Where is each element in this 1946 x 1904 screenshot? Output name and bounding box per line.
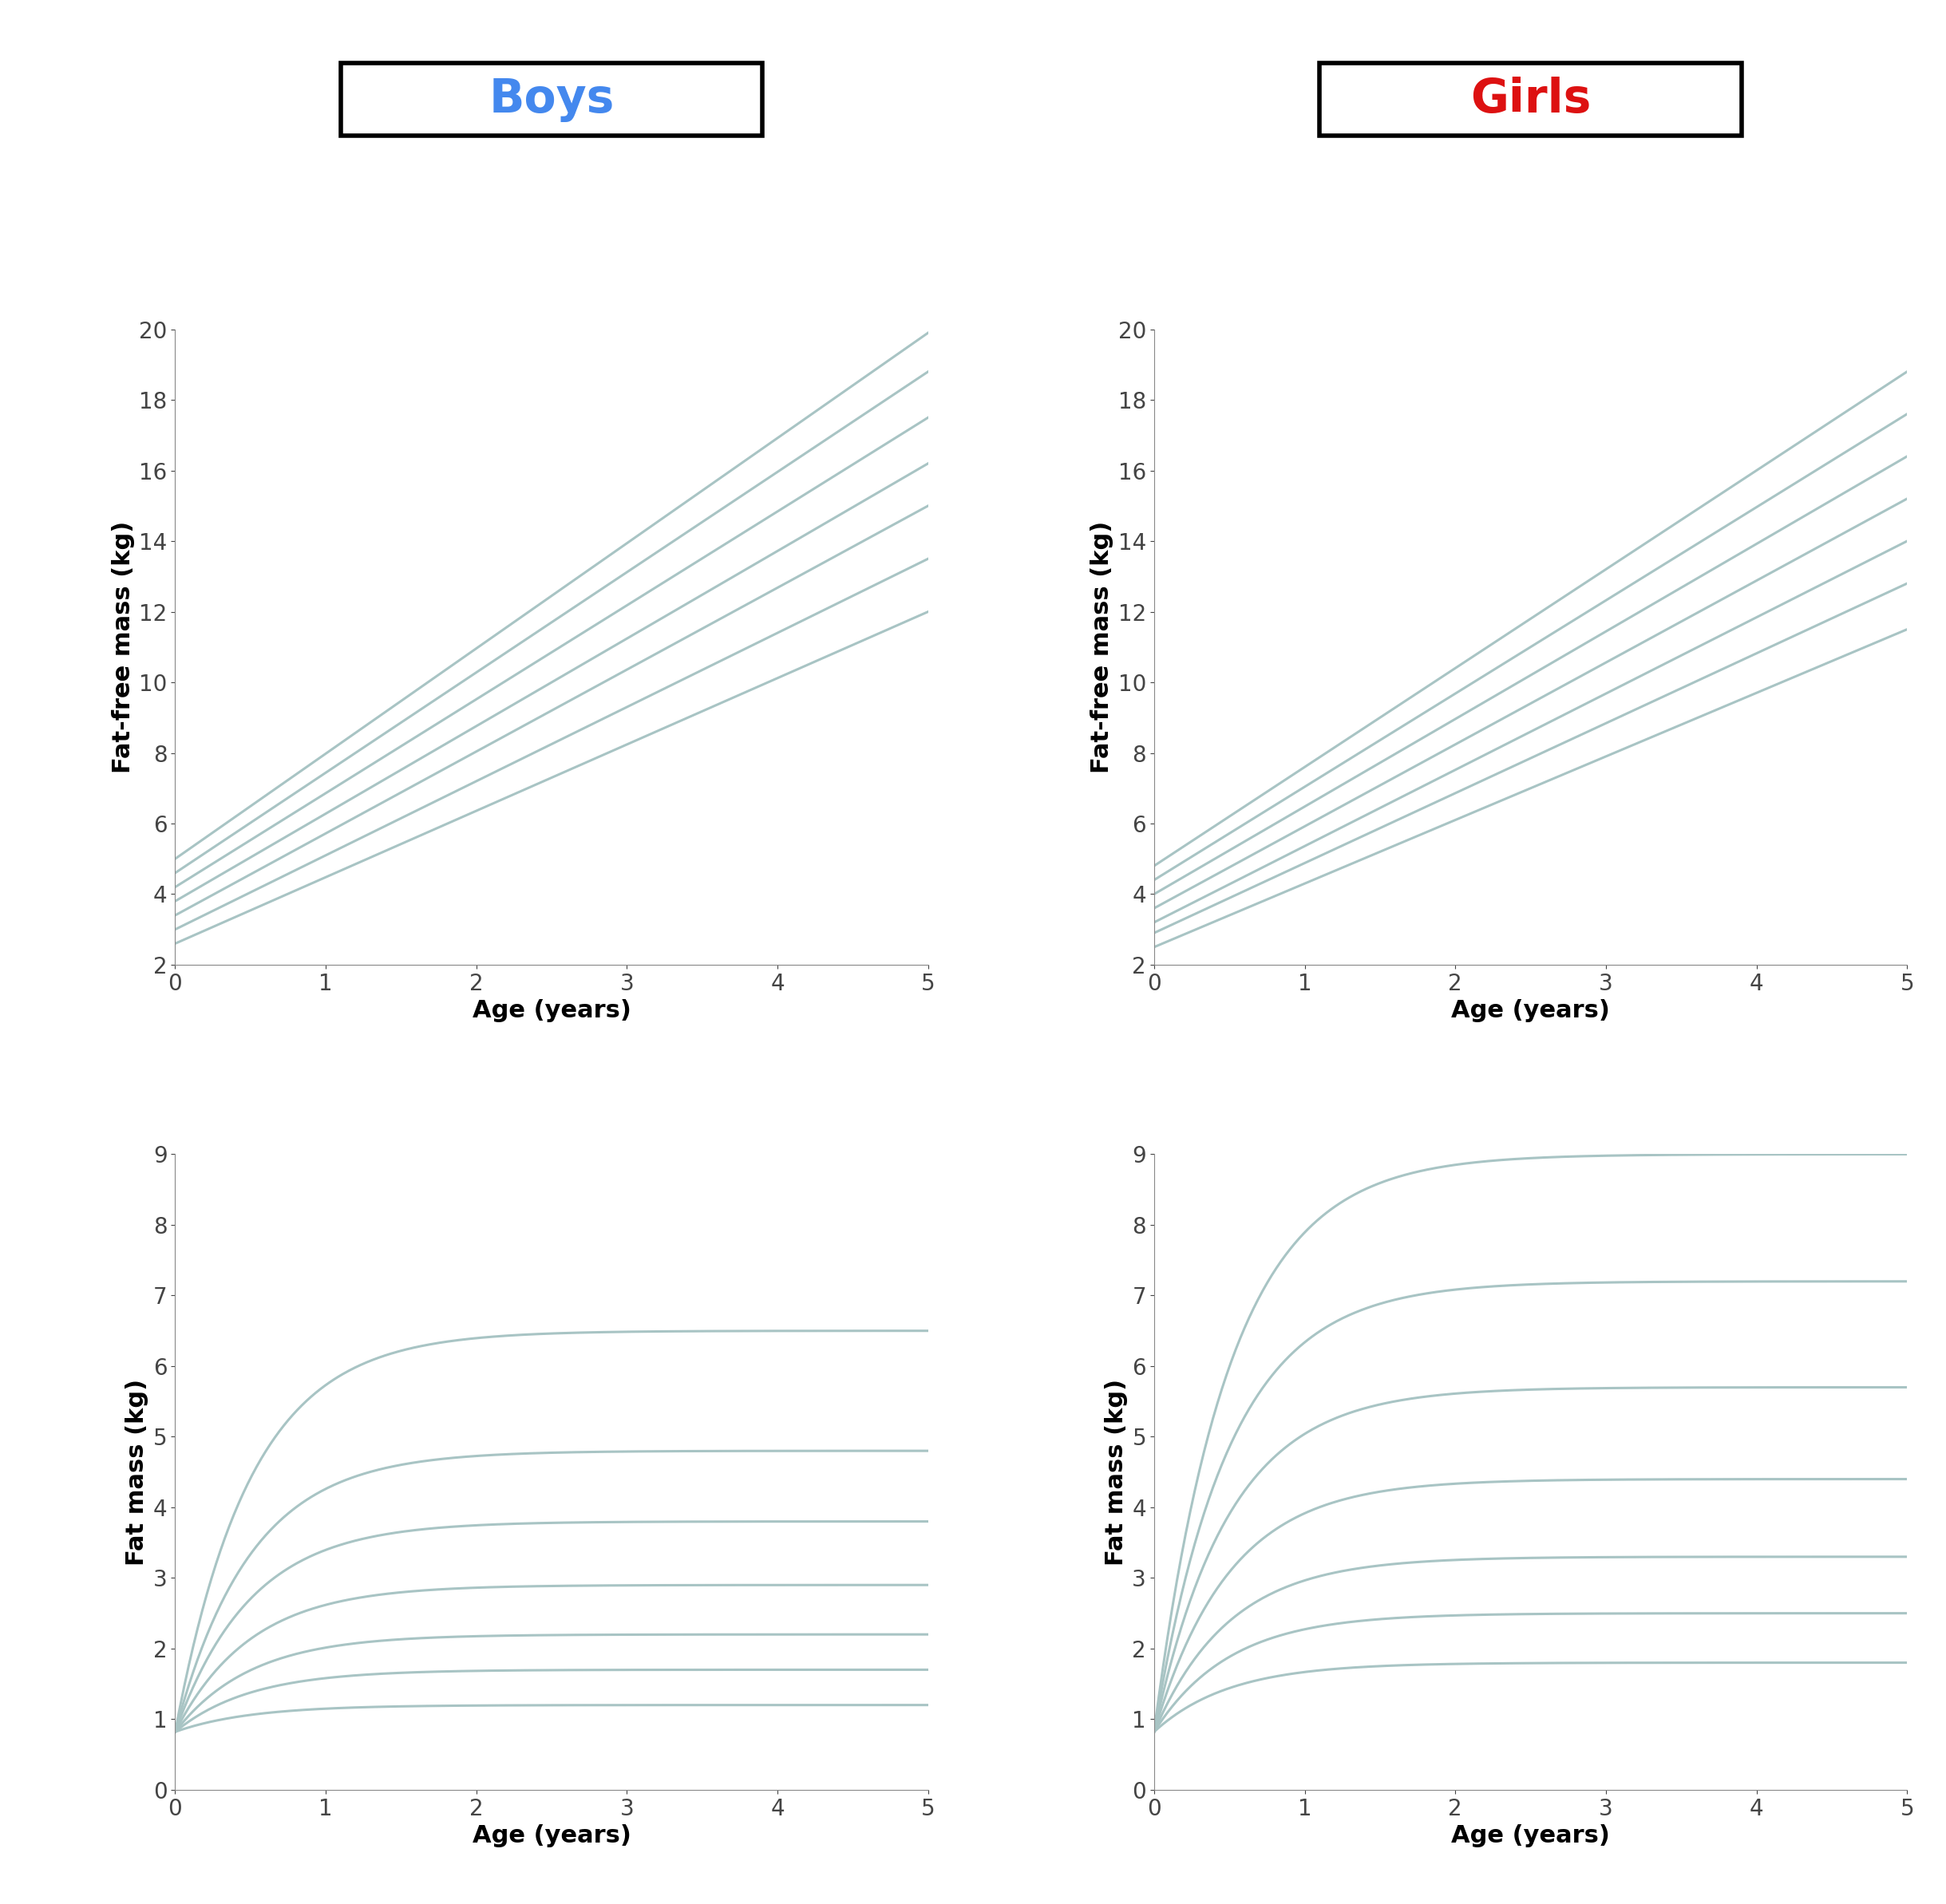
Y-axis label: Fat-free mass (kg): Fat-free mass (kg)	[1090, 522, 1113, 773]
X-axis label: Age (years): Age (years)	[473, 1824, 631, 1847]
FancyBboxPatch shape	[1319, 63, 1742, 135]
Text: Boys: Boys	[488, 76, 615, 122]
FancyBboxPatch shape	[341, 63, 763, 135]
X-axis label: Age (years): Age (years)	[473, 1000, 631, 1022]
Y-axis label: Fat mass (kg): Fat mass (kg)	[1105, 1378, 1127, 1565]
X-axis label: Age (years): Age (years)	[1452, 1824, 1609, 1847]
Y-axis label: Fat-free mass (kg): Fat-free mass (kg)	[111, 522, 134, 773]
Text: Girls: Girls	[1469, 76, 1592, 122]
X-axis label: Age (years): Age (years)	[1452, 1000, 1609, 1022]
Y-axis label: Fat mass (kg): Fat mass (kg)	[126, 1378, 148, 1565]
